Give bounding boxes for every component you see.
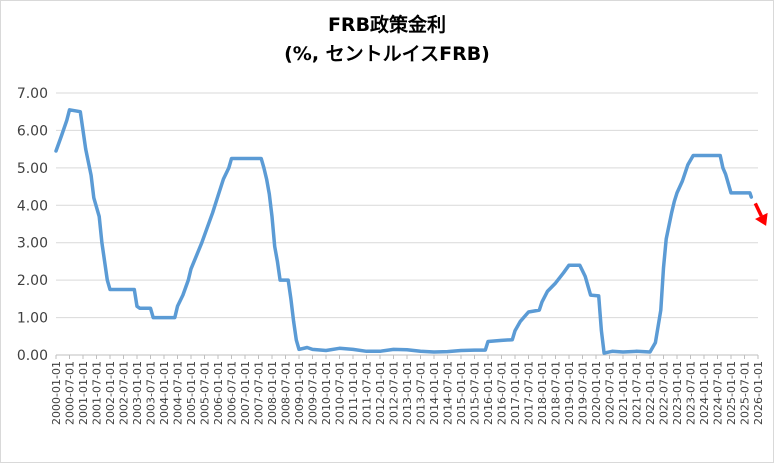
x-tick-label: 2020-01-01	[590, 361, 603, 425]
x-tick-label: 2025-07-01	[739, 361, 752, 425]
x-tick-label: 2023-07-01	[685, 361, 698, 425]
x-tick-label: 2000-01-01	[50, 361, 63, 425]
x-tick-label: 2007-07-01	[253, 361, 266, 425]
x-tick-label: 2018-01-01	[536, 361, 549, 425]
x-tick-label: 2011-01-01	[347, 361, 360, 425]
y-tick-label: 0.00	[17, 348, 48, 364]
x-tick-label: 2001-07-01	[91, 361, 104, 425]
x-tick-label: 2016-07-01	[496, 361, 509, 425]
y-tick-label: 4.00	[17, 198, 48, 214]
x-tick-label: 2025-01-01	[725, 361, 738, 425]
x-tick-label: 2014-01-01	[428, 361, 441, 425]
y-tick-label: 1.00	[17, 311, 48, 327]
y-tick-label: 3.00	[17, 236, 48, 252]
x-tick-label: 2017-01-01	[509, 361, 522, 425]
annotation-layer	[753, 202, 768, 226]
x-tick-label: 2003-07-01	[145, 361, 158, 425]
x-tick-label: 2018-07-01	[550, 361, 563, 425]
x-tick-label: 2010-01-01	[320, 361, 333, 425]
y-axis-ticks: 0.00 1.00 2.00 3.00 4.00 5.00 6.00 7.00	[17, 86, 48, 364]
x-tick-label: 2005-01-01	[185, 361, 198, 425]
series-line	[54, 108, 754, 355]
y-tick-label: 7.00	[17, 86, 48, 102]
x-tick-label: 2012-01-01	[374, 361, 387, 425]
x-tick-label: 2019-01-01	[563, 361, 576, 425]
x-tick-label: 2024-01-01	[698, 361, 711, 425]
x-tick-label: 2002-07-01	[118, 361, 131, 425]
x-tick-label: 2002-01-01	[104, 361, 117, 425]
y-tick-label: 5.00	[17, 161, 48, 177]
x-axis-ticks: 2000-01-01 2000-07-01 2001-01-01 2001-07-01…	[50, 355, 765, 425]
x-tick-label: 2020-07-01	[604, 361, 617, 425]
arrow-shaft	[753, 202, 763, 217]
series-layer	[54, 108, 754, 355]
chart-subtitle: (%, セントルイスFRB)	[284, 43, 490, 65]
x-tick-label: 2010-07-01	[334, 361, 347, 425]
x-tick-label: 2015-01-01	[455, 361, 468, 425]
x-tick-label: 2003-01-01	[131, 361, 144, 425]
x-tick-label: 2005-07-01	[199, 361, 212, 425]
gridlines	[56, 92, 758, 356]
x-tick-label: 2008-01-01	[266, 361, 279, 425]
x-tick-label: 2008-07-01	[280, 361, 293, 425]
x-tick-label: 2007-01-01	[239, 361, 252, 425]
x-tick-label: 2021-01-01	[617, 361, 630, 425]
y-tick-label: 2.00	[17, 273, 48, 289]
x-tick-label: 2022-07-01	[658, 361, 671, 425]
x-tick-label: 2009-01-01	[293, 361, 306, 425]
x-tick-label: 2014-07-01	[442, 361, 455, 425]
y-tick-label: 6.00	[17, 123, 48, 139]
x-tick-label: 2022-01-01	[644, 361, 657, 425]
x-tick-label: 2004-07-01	[172, 361, 185, 425]
x-tick-label: 2016-01-01	[482, 361, 495, 425]
x-tick-label: 2011-07-01	[361, 361, 374, 425]
x-tick-label: 2000-07-01	[64, 361, 77, 425]
x-tick-label: 2009-07-01	[307, 361, 320, 425]
arrow-head	[755, 212, 768, 226]
x-tick-label: 2013-07-01	[415, 361, 428, 425]
x-tick-label: 2015-07-01	[469, 361, 482, 425]
x-tick-label: 2024-07-01	[712, 361, 725, 425]
x-tick-label: 2001-01-01	[77, 361, 90, 425]
x-tick-label: 2021-07-01	[631, 361, 644, 425]
x-tick-label: 2013-01-01	[401, 361, 414, 425]
x-tick-label: 2017-07-01	[523, 361, 536, 425]
x-tick-label: 2023-01-01	[671, 361, 684, 425]
x-tick-label: 2004-01-01	[158, 361, 171, 425]
x-tick-label: 2006-07-01	[226, 361, 239, 425]
x-tick-label: 2026-01-01	[752, 361, 765, 425]
x-tick-label: 2006-01-01	[212, 361, 225, 425]
x-tick-label: 2019-07-01	[577, 361, 590, 425]
x-tick-label: 2012-07-01	[388, 361, 401, 425]
chart-title: FRB政策金利	[327, 14, 447, 36]
